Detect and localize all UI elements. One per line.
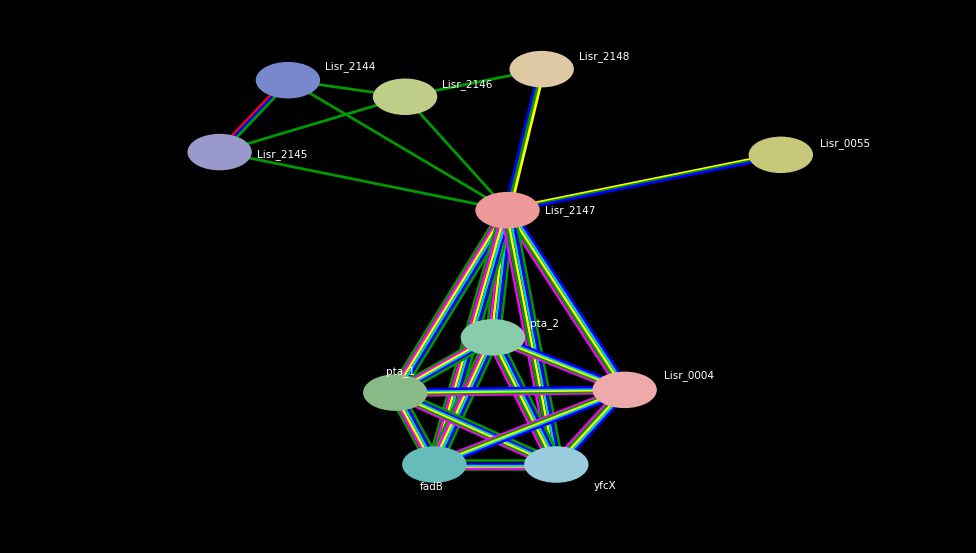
Circle shape (256, 62, 320, 98)
Text: Lisr_0055: Lisr_0055 (820, 138, 870, 149)
Text: Lisr_2147: Lisr_2147 (545, 205, 595, 216)
Text: fadB: fadB (420, 482, 443, 492)
Text: Lisr_0004: Lisr_0004 (664, 371, 713, 382)
Text: Lisr_2148: Lisr_2148 (579, 51, 630, 62)
Circle shape (373, 79, 437, 115)
Circle shape (187, 134, 252, 170)
Text: Lisr_2146: Lisr_2146 (442, 79, 493, 90)
Text: Lisr_2144: Lisr_2144 (325, 61, 376, 72)
Circle shape (363, 374, 427, 411)
Circle shape (402, 446, 467, 483)
Circle shape (509, 51, 574, 87)
Circle shape (749, 137, 813, 173)
Text: pta_2: pta_2 (530, 318, 559, 329)
Text: pta_1: pta_1 (386, 366, 415, 377)
Text: yfcX: yfcX (593, 481, 616, 491)
Circle shape (524, 446, 589, 483)
Circle shape (461, 319, 525, 356)
Circle shape (592, 372, 657, 408)
Text: Lisr_2145: Lisr_2145 (257, 149, 307, 160)
Circle shape (475, 192, 540, 228)
